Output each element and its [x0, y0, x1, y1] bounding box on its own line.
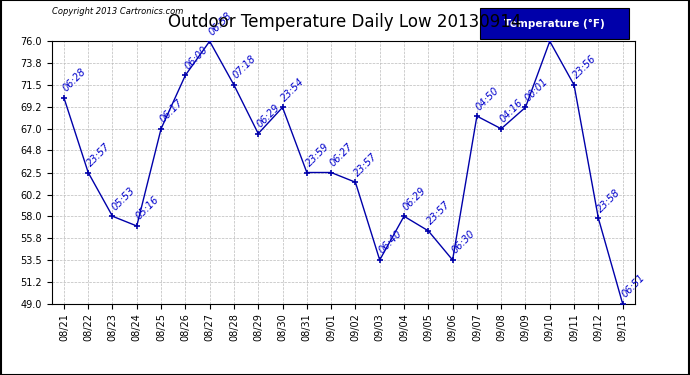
Text: 23:57: 23:57 — [426, 200, 453, 226]
Text: 23:58: 23:58 — [595, 187, 622, 214]
Text: 06:40: 06:40 — [377, 229, 404, 256]
Text: 23:57: 23:57 — [353, 151, 380, 178]
Text: 04:50: 04:50 — [474, 85, 501, 112]
Text: 06:00: 06:00 — [182, 44, 210, 71]
Text: 06:28: 06:28 — [61, 66, 88, 93]
Text: 06:17: 06:17 — [158, 98, 185, 124]
Text: 23:56: 23:56 — [571, 54, 598, 81]
Text: 06:58: 06:58 — [207, 10, 234, 37]
Text: 06:27: 06:27 — [328, 141, 355, 168]
Text: 23:57: 23:57 — [86, 141, 112, 168]
Text: 05:53: 05:53 — [110, 185, 137, 212]
Text: 05:16: 05:16 — [134, 195, 161, 222]
Text: 06:51: 06:51 — [620, 273, 647, 300]
Text: 06:29: 06:29 — [255, 102, 282, 129]
Text: 00:01: 00:01 — [522, 76, 550, 103]
Text: 23:59: 23:59 — [304, 141, 331, 168]
Text: Copyright 2013 Cartronics.com: Copyright 2013 Cartronics.com — [52, 7, 183, 16]
Text: 04:16: 04:16 — [498, 98, 525, 124]
Text: 07:18: 07:18 — [231, 54, 258, 81]
FancyBboxPatch shape — [480, 9, 629, 39]
Text: Outdoor Temperature Daily Low 20130914: Outdoor Temperature Daily Low 20130914 — [168, 13, 522, 31]
Text: 06:30: 06:30 — [450, 229, 477, 256]
Text: 06:29: 06:29 — [401, 185, 428, 212]
Text: Temperature (°F): Temperature (°F) — [504, 18, 605, 28]
Text: 23:54: 23:54 — [279, 76, 306, 103]
